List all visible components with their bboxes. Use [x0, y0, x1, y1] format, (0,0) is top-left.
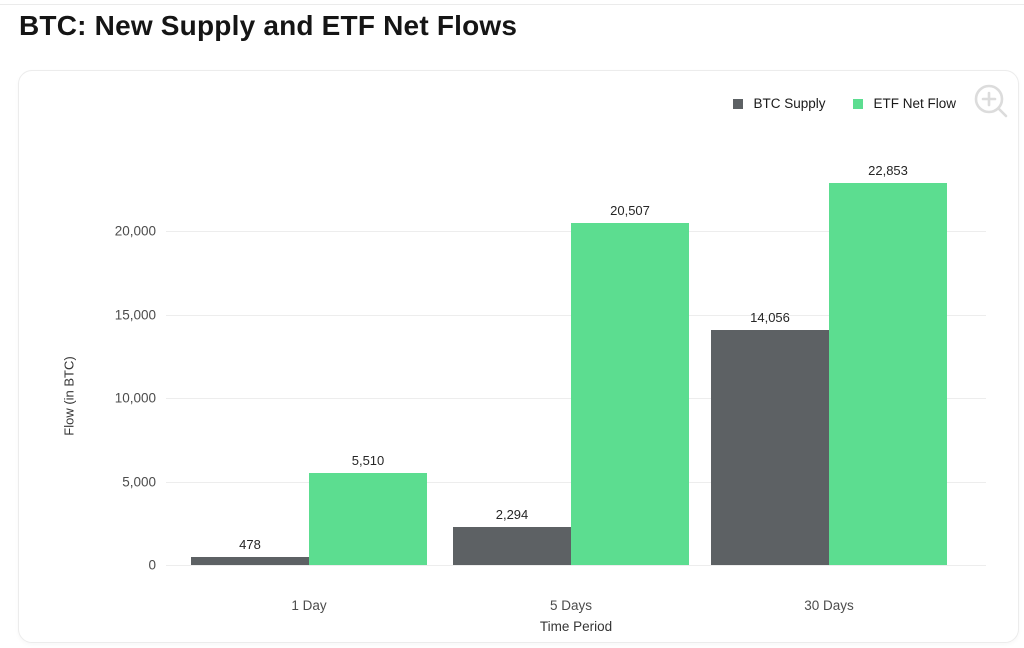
x-tick-1-day: 1 Day — [291, 598, 327, 613]
page-title: BTC: New Supply and ETF Net Flows — [19, 10, 518, 41]
bar-etf-net-flow-1-day[interactable] — [309, 472, 427, 565]
y-tick-label: 0 — [148, 557, 156, 573]
top-divider — [0, 4, 1024, 5]
bar-value-label: 478 — [239, 537, 261, 553]
bar-value-label: 2,294 — [495, 506, 529, 522]
y-tick-label: 20,000 — [114, 223, 156, 239]
bar-btc-supply-30-days[interactable] — [711, 330, 829, 565]
legend-swatch-etf-net-flow — [853, 98, 864, 109]
x-axis-title: Time Period — [539, 619, 613, 634]
y-tick-label: 5,000 — [122, 474, 156, 489]
y-axis-title: Flow (in BTC) — [61, 356, 77, 436]
bar-etf-net-flow-30-days[interactable] — [829, 183, 947, 565]
bar-btc-supply-1-day[interactable] — [191, 557, 309, 565]
bar-etf-net-flow-5-days[interactable] — [571, 222, 689, 565]
y-tick-label: 15,000 — [114, 307, 156, 322]
bar-value-label: 20,507 — [610, 202, 650, 218]
chart-card: 0 5,000 10,000 15,000 20,000 1 Day 478 5,510 5 D… — [18, 70, 1019, 643]
zoom-in-icon — [974, 84, 1008, 118]
legend-item-etf-net-flow[interactable]: ETF Net Flow — [853, 96, 956, 111]
gridline-0 — [166, 565, 986, 566]
zoom-in-button[interactable] — [970, 81, 1014, 125]
bar-value-label: 22,853 — [868, 163, 908, 179]
bar-value-label: 5,510 — [351, 452, 385, 468]
legend-label: ETF Net Flow — [873, 96, 956, 111]
x-tick-30-days: 30 Days — [804, 598, 854, 613]
chart-plot-area: 0 5,000 10,000 15,000 20,000 1 Day 478 5,510 5 D… — [19, 71, 1018, 642]
bar-value-label: 14,056 — [750, 310, 790, 326]
legend-item-btc-supply[interactable]: BTC Supply — [733, 96, 825, 111]
y-tick-label: 10,000 — [114, 390, 156, 406]
x-tick-5-days: 5 Days — [549, 598, 593, 613]
legend-swatch-btc-supply — [733, 98, 744, 109]
bar-btc-supply-5-days[interactable] — [453, 526, 571, 565]
chart-legend: BTC Supply ETF Net Flow — [733, 96, 956, 111]
legend-label: BTC Supply — [753, 96, 826, 111]
